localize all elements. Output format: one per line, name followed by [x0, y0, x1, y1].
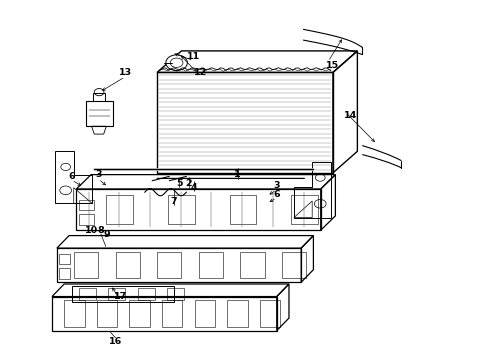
- Bar: [229, 195, 256, 224]
- Bar: [227, 300, 247, 327]
- Text: 16: 16: [109, 337, 122, 346]
- Text: 4: 4: [191, 183, 197, 192]
- Bar: [162, 300, 182, 327]
- Text: 6: 6: [273, 190, 280, 199]
- Bar: [157, 252, 181, 278]
- Bar: [198, 252, 223, 278]
- Text: 14: 14: [343, 111, 357, 120]
- Bar: [292, 195, 319, 224]
- Text: 15: 15: [326, 61, 340, 70]
- Bar: [108, 288, 125, 300]
- Bar: [129, 300, 150, 327]
- Text: 11: 11: [187, 52, 200, 61]
- Bar: [74, 252, 98, 278]
- Text: 12: 12: [195, 68, 208, 77]
- Bar: [79, 288, 96, 300]
- Circle shape: [166, 55, 187, 71]
- Text: 13: 13: [119, 68, 132, 77]
- Text: 8: 8: [98, 226, 104, 235]
- Text: 10: 10: [84, 226, 98, 235]
- Bar: [195, 300, 215, 327]
- Text: 1: 1: [234, 170, 241, 179]
- Text: 2: 2: [186, 179, 192, 188]
- Bar: [79, 200, 94, 211]
- Bar: [93, 93, 105, 101]
- Bar: [97, 300, 117, 327]
- Bar: [240, 252, 265, 278]
- Bar: [116, 252, 140, 278]
- Text: 17: 17: [114, 292, 127, 301]
- Bar: [59, 253, 70, 264]
- Bar: [282, 252, 306, 278]
- Bar: [86, 101, 113, 126]
- Text: 3: 3: [273, 181, 280, 190]
- Bar: [167, 288, 184, 300]
- Bar: [260, 300, 280, 327]
- Bar: [168, 195, 195, 224]
- Bar: [64, 300, 85, 327]
- Text: 6: 6: [68, 172, 75, 181]
- Bar: [138, 288, 155, 300]
- Text: 7: 7: [171, 197, 177, 206]
- Bar: [79, 214, 94, 225]
- Bar: [59, 268, 70, 279]
- Text: 9: 9: [104, 230, 111, 239]
- Text: 3: 3: [95, 170, 101, 179]
- Bar: [106, 195, 133, 224]
- Text: 5: 5: [176, 179, 182, 188]
